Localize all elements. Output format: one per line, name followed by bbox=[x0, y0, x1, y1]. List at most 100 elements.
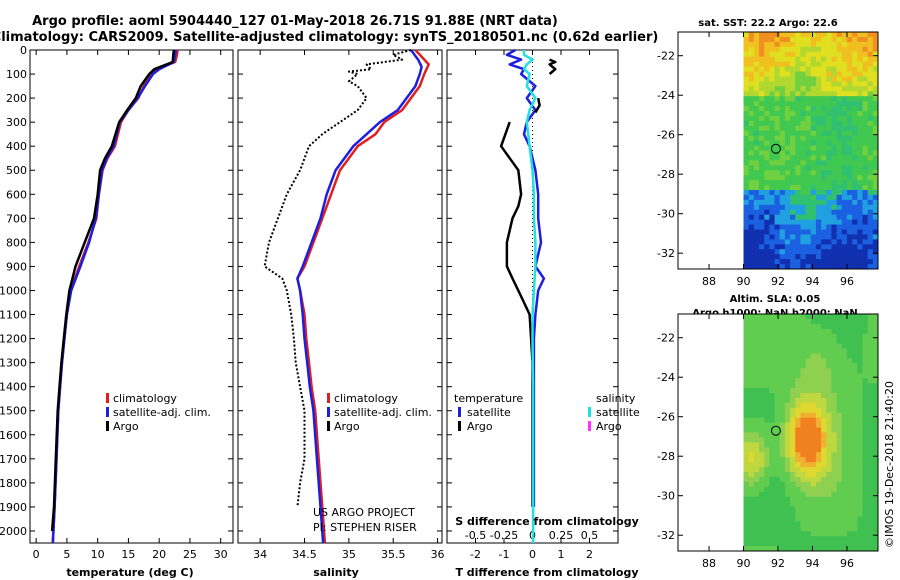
heatmap-cell bbox=[810, 314, 817, 320]
heatmap-cell bbox=[862, 393, 869, 399]
heatmap-cell bbox=[790, 481, 796, 488]
heatmap-cell bbox=[815, 91, 822, 97]
heatmap-cell bbox=[872, 61, 879, 68]
map-y-tick-label: -30 bbox=[657, 490, 675, 503]
heatmap-cell bbox=[826, 526, 832, 532]
heatmap-cell bbox=[810, 378, 817, 384]
heatmap-cell bbox=[810, 214, 817, 221]
heatmap-cell bbox=[784, 115, 791, 122]
heatmap-cell bbox=[821, 481, 827, 488]
heatmap-cell bbox=[805, 338, 812, 345]
heatmap-cell bbox=[779, 234, 786, 240]
heatmap-cell bbox=[805, 199, 812, 206]
heatmap-cell bbox=[846, 106, 853, 112]
heatmap-cell bbox=[867, 476, 874, 483]
x-tick-label: 15 bbox=[121, 548, 135, 561]
heatmap-cell bbox=[810, 348, 817, 354]
heatmap-cell bbox=[764, 199, 770, 206]
heatmap-cell bbox=[774, 462, 781, 468]
heatmap-cell bbox=[867, 209, 874, 216]
heatmap-cell bbox=[743, 106, 750, 112]
heatmap-cell bbox=[831, 165, 838, 171]
heatmap-cell bbox=[852, 160, 858, 166]
heatmap-cell bbox=[810, 427, 817, 433]
heatmap-cell bbox=[800, 36, 807, 43]
depth-tick-label: 200 bbox=[6, 92, 27, 105]
heatmap-cell bbox=[743, 180, 750, 186]
sst-map: 88 90 92 94 96-22-24-26-28-30-32 bbox=[657, 31, 879, 288]
depth-tick-label: 1600 bbox=[0, 429, 27, 442]
heatmap-cell bbox=[846, 516, 853, 522]
heatmap-cell bbox=[774, 521, 781, 527]
heatmap-cell bbox=[862, 244, 869, 250]
heatmap-cell bbox=[867, 199, 874, 206]
heatmap-cell bbox=[846, 511, 853, 517]
heatmap-cell bbox=[810, 219, 817, 226]
heatmap-cell bbox=[769, 185, 776, 191]
heatmap-cell bbox=[753, 467, 760, 473]
heatmap-cell bbox=[779, 41, 786, 48]
heatmap-cell bbox=[841, 96, 848, 102]
heatmap-cell bbox=[795, 417, 801, 424]
heatmap-cell bbox=[841, 160, 848, 166]
heatmap-cell bbox=[753, 393, 760, 399]
heatmap-cell bbox=[846, 536, 853, 542]
heatmap-cell bbox=[779, 368, 786, 374]
heatmap-cell bbox=[805, 234, 812, 240]
heatmap-cell bbox=[779, 348, 786, 354]
heatmap-cell bbox=[872, 170, 879, 176]
heatmap-cell bbox=[779, 486, 786, 493]
heatmap-cell bbox=[872, 472, 879, 478]
heatmap-cell bbox=[774, 422, 781, 429]
heatmap-cell bbox=[821, 417, 827, 424]
heatmap-cell bbox=[826, 165, 832, 171]
heatmap-cell bbox=[790, 546, 796, 552]
heatmap-cell bbox=[759, 353, 765, 359]
heatmap-cell bbox=[836, 259, 843, 265]
heatmap-cell bbox=[759, 194, 765, 201]
heatmap-cell bbox=[862, 353, 869, 359]
heatmap-cell bbox=[846, 328, 853, 335]
legend-label-climatology: climatology bbox=[113, 392, 177, 405]
heatmap-cell bbox=[764, 521, 770, 527]
heatmap-cell bbox=[743, 447, 750, 453]
heatmap-cell bbox=[815, 249, 822, 255]
heatmap-cell bbox=[831, 214, 838, 221]
heatmap-cell bbox=[743, 353, 750, 359]
heatmap-cell bbox=[810, 190, 817, 196]
heatmap-cell bbox=[872, 407, 879, 414]
heatmap-cell bbox=[862, 323, 869, 330]
heatmap-cell bbox=[759, 259, 765, 265]
heatmap-cell bbox=[805, 546, 812, 552]
heatmap-cell bbox=[800, 41, 807, 48]
heatmap-cell bbox=[857, 150, 863, 156]
heatmap-cell bbox=[795, 254, 801, 260]
heatmap-cell bbox=[815, 393, 822, 399]
heatmap-cell bbox=[743, 219, 750, 226]
heatmap-cell bbox=[867, 422, 874, 429]
heatmap-cell bbox=[831, 36, 838, 43]
heatmap-cell bbox=[872, 81, 879, 87]
heatmap-cell bbox=[743, 501, 750, 508]
heatmap-cell bbox=[748, 536, 755, 542]
heatmap-cell bbox=[841, 209, 848, 216]
heatmap-cell bbox=[852, 407, 858, 414]
heatmap-cell bbox=[846, 249, 853, 255]
heatmap-cell bbox=[795, 397, 801, 404]
heatmap-cell bbox=[748, 244, 755, 250]
heatmap-cell bbox=[810, 96, 817, 102]
heatmap-cell bbox=[867, 452, 874, 458]
heatmap-cell bbox=[743, 373, 750, 379]
heatmap-cell bbox=[784, 526, 791, 532]
heatmap-cell bbox=[759, 160, 765, 166]
heatmap-cell bbox=[779, 476, 786, 483]
heatmap-cell bbox=[764, 491, 770, 498]
heatmap-cell bbox=[805, 486, 812, 493]
heatmap-cell bbox=[841, 180, 848, 186]
heatmap-cell bbox=[857, 160, 863, 166]
heatmap-cell bbox=[743, 481, 750, 488]
heatmap-cell bbox=[867, 46, 874, 53]
heatmap-cell bbox=[841, 338, 848, 345]
heatmap-cell bbox=[810, 106, 817, 112]
map-x-tick-label: 92 bbox=[771, 557, 785, 570]
